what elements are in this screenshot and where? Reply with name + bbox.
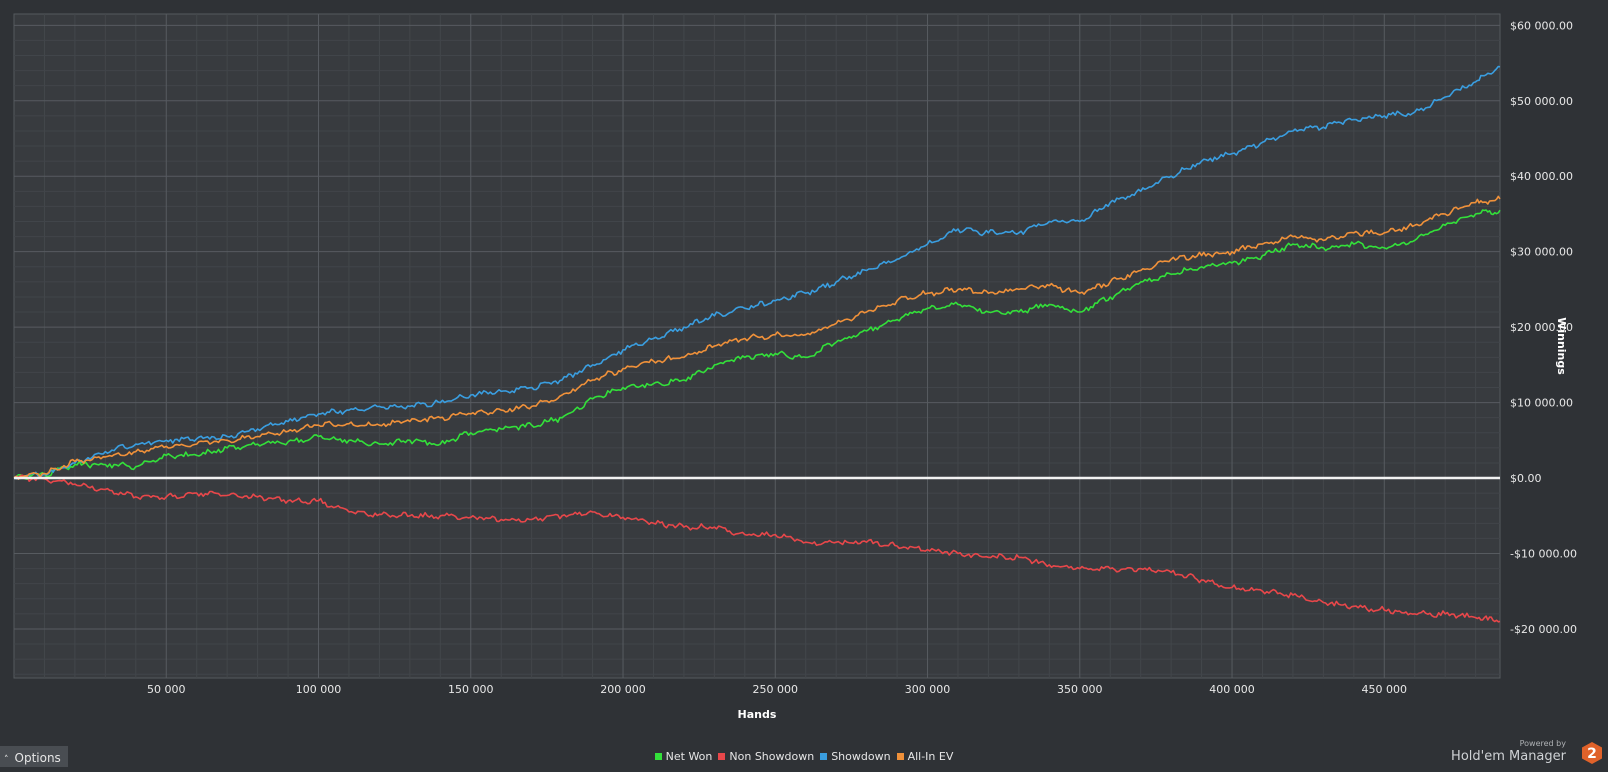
legend-label: All-In EV [907,750,954,763]
y-tick-label: $50 000.00 [1510,95,1573,108]
legend-swatch [820,753,828,760]
winnings-chart: 50 000 100 000 150 000 200 000 250 000 300 00… [13,13,1577,721]
chevron-up-icon: ˄ [4,755,9,765]
legend-swatch [718,753,726,760]
y-tick-label: $0.00 [1510,472,1542,485]
brand-badge-icon: 2 [1582,742,1602,764]
brand-logo: Powered by Hold'em Manager 2 [1434,739,1604,765]
brand-badge-text: 2 [1587,746,1597,762]
x-tick-label: 350 000 [1057,683,1103,696]
y-axis-ticks: $60 000.00 $50 000.00 $40 000.00 $30 000.00… [1510,19,1577,636]
legend-label: Showdown [831,750,891,763]
series-layer [13,65,1501,623]
legend: Net Won Non Showdown Showdown All-In EV [0,750,1608,763]
x-tick-label: 400 000 [1209,683,1255,696]
legend-label: Non Showdown [729,750,815,763]
x-tick-label: 450 000 [1362,683,1408,696]
series-line-non-showdown [13,474,1501,623]
x-tick-label: 150 000 [448,683,494,696]
y-tick-label: $20 000.00 [1510,321,1573,334]
y-axis-title: Winnings [1555,317,1568,375]
y-tick-label: $30 000.00 [1510,246,1573,259]
y-tick-label: $10 000.00 [1510,397,1573,410]
y-tick-label: -$10 000.00 [1510,548,1577,561]
options-button[interactable]: ˄ Options [0,746,68,767]
legend-item[interactable]: Non Showdown [718,750,814,763]
brand-powered-text: Powered by [1519,739,1566,748]
legend-item[interactable]: Showdown [820,750,891,763]
series-line-net-won [13,209,1501,481]
series-line-all-in-ev [13,195,1501,481]
series-line-showdown [13,65,1501,480]
grid-major [14,14,1500,678]
legend-item[interactable]: All-In EV [896,750,954,763]
x-tick-label: 250 000 [753,683,799,696]
legend-label: Net Won [665,750,713,763]
x-tick-label: 100 000 [296,683,342,696]
grid-minor [14,14,1500,678]
legend-swatch [654,753,662,760]
brand-name: Hold'em Manager [1451,749,1566,764]
x-axis-ticks: 50 000 100 000 150 000 200 000 250 000 300 00… [147,683,1407,696]
y-tick-label: $60 000.00 [1510,19,1573,32]
x-tick-label: 300 000 [905,683,951,696]
x-tick-label: 50 000 [147,683,186,696]
legend-swatch [896,753,904,760]
y-tick-label: -$20 000.00 [1510,623,1577,636]
y-tick-label: $40 000.00 [1510,170,1573,183]
legend-item[interactable]: Net Won [654,750,713,763]
x-tick-label: 200 000 [600,683,646,696]
x-axis-title: Hands [738,708,777,721]
options-label: Options [14,751,61,765]
plot-area [13,13,1501,679]
